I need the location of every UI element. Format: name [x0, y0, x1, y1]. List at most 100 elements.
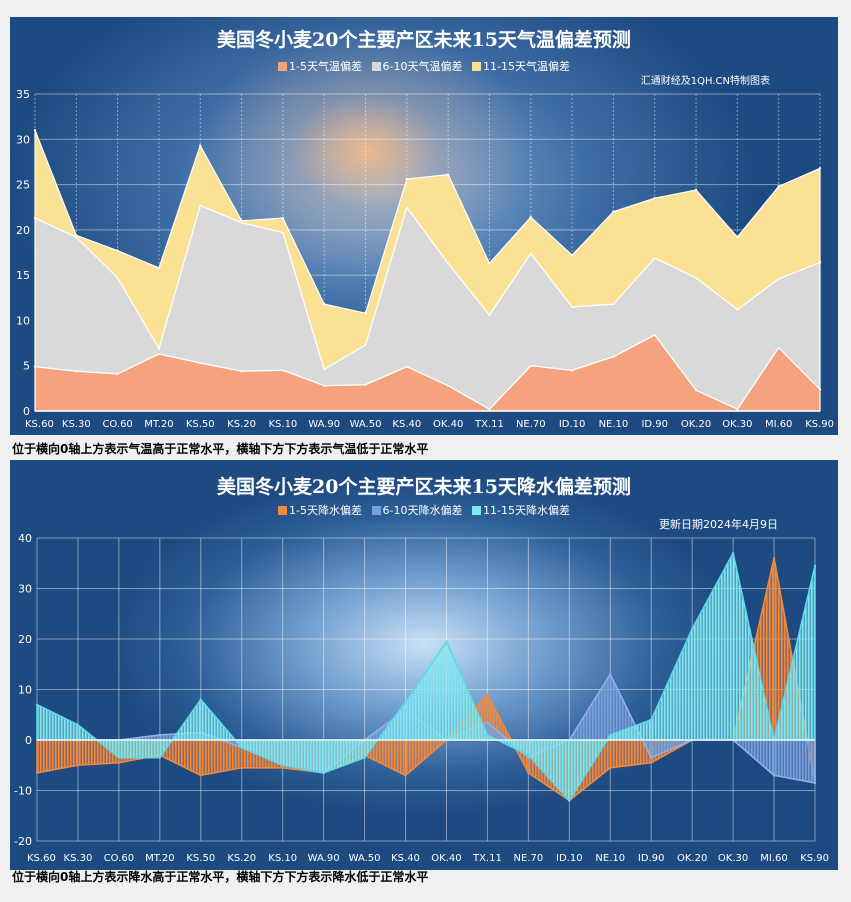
- precip-point-s3-ne-10: [609, 733, 612, 737]
- precip-ytick-label-40: 40: [18, 532, 32, 545]
- precip-point-s3-tx-11: [486, 733, 489, 737]
- precip-xtick-label-id-90: ID.90: [638, 853, 665, 864]
- legend-item-temp-1-5: 1-5天气温偏差: [278, 58, 362, 74]
- precip-point-s3-co-60: [117, 756, 121, 759]
- temperature-legend: 1-5天气温偏差 6-10天气温偏差 11-15天气温偏差: [10, 58, 838, 74]
- precip-point-s2-ne-70: [527, 756, 530, 759]
- legend-label-precip-11-15: 11-15天降水偏差: [482, 504, 570, 517]
- temp-xtick-label-ks-90: KS.90: [805, 419, 834, 430]
- temp-point-s3-ks-10: [281, 216, 285, 220]
- temp-xtick-label-id-90: ID.90: [641, 419, 668, 430]
- precip-point-s3-id-90: [650, 718, 653, 721]
- precip-ytick-label--10: -10: [14, 785, 32, 798]
- legend-swatch-precip-1-5: [278, 506, 288, 515]
- precip-point-s3-ks-50: [199, 698, 202, 701]
- precip-point-s3-wa-50: [363, 756, 366, 759]
- precip-point-s3-ks-10: [281, 764, 284, 767]
- precip-point-s3-ks-30: [76, 723, 80, 727]
- precip-xtick-label-ks-40: KS.40: [391, 853, 420, 864]
- precip-point-s3-wa-90: [322, 771, 325, 775]
- precip-point-s2-mi-60: [772, 774, 776, 777]
- temp-point-s3-id-90: [653, 196, 656, 200]
- temp-xtick-label-tx-11: TX.11: [474, 419, 504, 430]
- temp-ytick-label-15: 15: [16, 269, 30, 282]
- precip-point-s3-id-10: [568, 799, 571, 802]
- precip-point-s1-mi-60: [772, 557, 776, 560]
- legend-item-precip-6-10: 6-10天降水偏差: [371, 502, 462, 518]
- precip-point-s1-ks-30: [76, 764, 80, 767]
- legend-item-precip-11-15: 11-15天降水偏差: [471, 502, 570, 518]
- precip-xtick-label-ks-90: KS.90: [800, 853, 829, 864]
- precip-point-s3-ks-20: [240, 746, 243, 749]
- temp-ytick-label-20: 20: [16, 224, 30, 237]
- precip-point-s1-ks-10: [281, 766, 284, 769]
- precip-point-s3-ok-30: [731, 551, 735, 555]
- temp-ytick-label-30: 30: [16, 133, 30, 146]
- temperature-area-chart: 0 5 10 15 20 25 30 35 KS.60 KS.30 CO.60 MT.20 KS.50 K…: [16, 88, 834, 430]
- temp-xtick-label-ok-40: OK.40: [433, 419, 463, 430]
- precip-xtick-label-mi-60: MI.60: [760, 853, 787, 864]
- temp-point-s3-ne-70: [529, 215, 532, 219]
- temp-point-s3-ks-40: [405, 177, 409, 181]
- temperature-chart-panel: 美国冬小麦20个主要产区未来15天气温偏差预测 1-5天气温偏差 6-10天气温…: [10, 17, 838, 435]
- precip-point-s3-ok-20: [690, 627, 694, 631]
- precipitation-chart-caption: 位于横向0轴上方表示降水高于正常水平，横轴下方下方表示降水低于正常水平: [12, 870, 429, 884]
- precip-point-s2-ks-90: [813, 781, 817, 785]
- temp-xtick-label-ks-40: KS.40: [392, 419, 421, 430]
- precip-point-s3-ks-60: [35, 703, 39, 706]
- precip-xtick-label-wa-50: WA.50: [349, 853, 381, 864]
- temp-xtick-label-mt-20: MT.20: [144, 419, 173, 430]
- precip-point-s1-ne-70: [527, 771, 530, 775]
- temp-xtick-label-ks-30: KS.30: [62, 419, 91, 430]
- precip-point-s1-tx-11: [486, 693, 489, 696]
- precip-xtick-label-ne-70: NE.70: [514, 853, 544, 864]
- precip-point-s1-ks-40: [404, 774, 407, 777]
- temp-xtick-label-ks-60: KS.60: [25, 419, 54, 430]
- precip-point-s1-ks-60: [35, 771, 39, 775]
- precip-xtick-label-mt-20: MT.20: [145, 853, 174, 864]
- precipitation-chart-update-date: 更新日期2024年4月9日: [659, 518, 778, 531]
- precip-point-s3-ks-90: [813, 564, 817, 567]
- temp-point-s3-id-10: [570, 254, 574, 257]
- precip-point-s3-ks-40: [404, 700, 407, 704]
- precip-point-s1-ne-10: [609, 766, 612, 769]
- temp-series-area-3: [34, 129, 821, 370]
- precip-point-s1-ks-50: [199, 774, 202, 777]
- precip-xtick-label-wa-90: WA.90: [308, 853, 340, 864]
- legend-label-temp-11-15: 11-15天气温偏差: [482, 60, 570, 73]
- temp-ytick-label-0: 0: [23, 405, 30, 418]
- temp-point-s3-wa-50: [364, 311, 367, 315]
- legend-label-temp-6-10: 6-10天气温偏差: [382, 60, 463, 73]
- precip-xtick-label-ks-50: KS.50: [186, 853, 215, 864]
- precip-ytick-label-30: 30: [18, 583, 32, 596]
- temp-point-s3-mi-60: [777, 185, 780, 188]
- temp-point-s3-ok-20: [694, 188, 698, 192]
- legend-swatch-temp-11-15: [471, 62, 481, 71]
- temp-point-s3-ok-40: [446, 173, 450, 176]
- temp-point-s3-ks-90: [818, 167, 822, 170]
- temp-xtick-label-ok-20: OK.20: [681, 419, 711, 430]
- temp-point-s3-ne-10: [612, 210, 615, 213]
- precip-point-s2-ne-10: [609, 673, 612, 676]
- precip-point-s2-mt-20: [158, 733, 162, 737]
- temp-point-s3-ks-30: [75, 234, 78, 237]
- temp-xtick-label-mi-60: MI.60: [765, 419, 792, 430]
- legend-swatch-temp-6-10: [371, 62, 381, 71]
- legend-swatch-precip-6-10: [371, 506, 381, 515]
- temp-ytick-label-35: 35: [16, 88, 30, 101]
- legend-item-precip-1-5: 1-5天降水偏差: [278, 502, 362, 518]
- precip-xtick-label-tx-11: TX.11: [472, 853, 502, 864]
- precip-point-s1-id-90: [650, 761, 653, 764]
- precip-series-area-3: [36, 552, 816, 802]
- precipitation-chart-panel: 美国冬小麦20个主要产区未来15天降水偏差预测 1-5天降水偏差 6-10天降水…: [10, 460, 838, 870]
- temp-xtick-label-ks-10: KS.10: [268, 419, 297, 430]
- temp-xtick-label-ne-70: NE.70: [516, 419, 546, 430]
- precipitation-area-chart: -20 -10 0 10 20 30 40 KS.60 KS.30 CO.60 MT.20 KS.50…: [14, 532, 829, 864]
- precip-xtick-label-ok-30: OK.30: [718, 853, 748, 864]
- temperature-chart-title: 美国冬小麦20个主要产区未来15天气温偏差预测: [217, 29, 631, 51]
- precip-xtick-label-id-10: ID.10: [556, 853, 583, 864]
- precip-xtick-label-ok-20: OK.20: [677, 853, 707, 864]
- legend-label-precip-1-5: 1-5天降水偏差: [289, 504, 363, 517]
- precip-xtick-label-co-60: CO.60: [104, 853, 134, 864]
- legend-swatch-precip-11-15: [471, 506, 481, 515]
